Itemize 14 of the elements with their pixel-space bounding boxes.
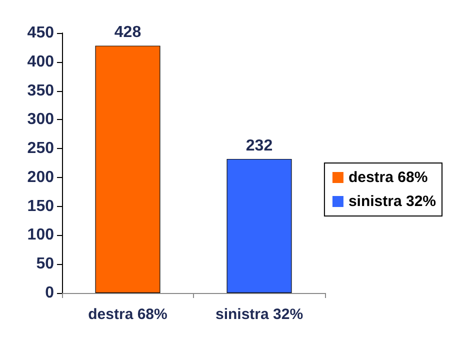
y-tick-label: 100 [27,226,54,244]
data-label: 232 [246,137,273,154]
y-tick-label: 450 [27,24,54,42]
y-tick-label: 350 [27,82,54,100]
y-tick-label: 200 [27,168,54,186]
y-tick-label: 50 [36,256,54,273]
y-tick-label: 400 [27,53,54,70]
legend-label: destra 68% [348,169,428,186]
y-tick-label: 250 [27,140,54,158]
y-tick-label: 0 [45,284,54,302]
data-label: 428 [114,24,142,42]
legend-label: sinistra 32% [348,193,436,210]
y-tick-label: 300 [27,111,54,128]
y-tick-label: 150 [27,198,54,215]
